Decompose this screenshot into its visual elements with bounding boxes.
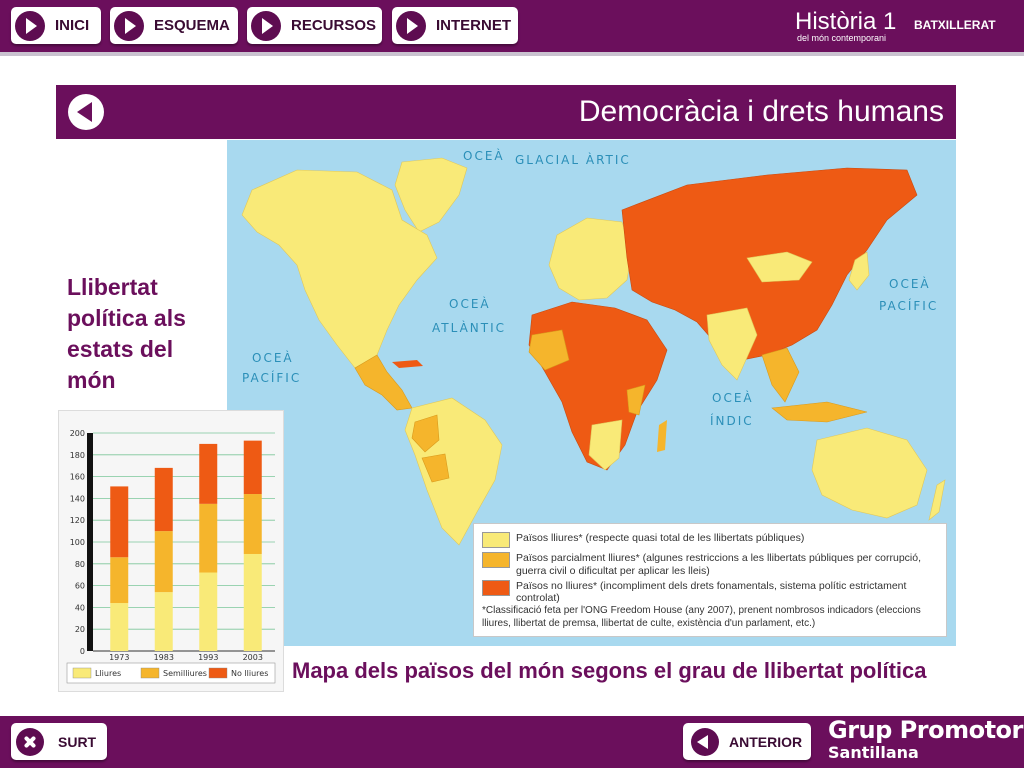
nav-button-esquema[interactable]: ESQUEMA: [110, 7, 238, 44]
previous-button-label: ANTERIOR: [729, 733, 803, 750]
y-tick-label: 80: [75, 560, 85, 569]
bar-segment-semilliures: [154, 531, 173, 593]
ocean-label-pacific-east-1: OCEÀ: [889, 276, 931, 291]
ocean-label-atlantic-2: ATLÀNTIC: [432, 320, 506, 335]
ocean-label-arctic-2: GLACIAL ÀRTIC: [515, 152, 631, 167]
y-tick-label: 200: [70, 429, 85, 438]
legend-swatch: [72, 667, 92, 679]
bar-segment-semilliures: [110, 557, 129, 604]
legend-row-not-free: Països no lliures* (incompliment dels dr…: [482, 580, 942, 604]
play-icon: [251, 10, 281, 41]
world-freedom-map: OCEÀ GLACIAL ÀRTIC OCEÀ ATLÀNTIC OCEÀ PA…: [227, 140, 956, 646]
legend-label: Països lliures*: [516, 532, 583, 544]
nav-button-label: INICI: [55, 17, 90, 34]
nav-button-label: RECURSOS: [291, 17, 377, 34]
exit-button-label: SURT: [58, 733, 97, 750]
y-tick-label: 20: [75, 625, 85, 634]
legend-desc: (incompliment dels drets fonamentals, si…: [516, 580, 907, 604]
x-tick-label: 1993: [198, 653, 218, 662]
x-tick-label: 1983: [154, 653, 174, 662]
page-title: Democràcia i drets humans: [578, 95, 944, 128]
legend-desc: (algunes restriccions a les llibertats p…: [516, 552, 922, 577]
brand-title: Història 1: [795, 8, 897, 35]
y-tick-label: 40: [75, 603, 85, 612]
x-tick-label: 2003: [243, 653, 263, 662]
bar-segment-semilliures: [199, 503, 218, 573]
legend-swatch-free: [482, 532, 510, 548]
nav-button-recursos[interactable]: RECURSOS: [247, 7, 382, 44]
y-tick-label: 120: [70, 516, 85, 525]
legend-desc: (respecte quasi total de les llibertats …: [585, 532, 805, 544]
nav-button-label: INTERNET: [436, 17, 511, 34]
nav-button-label: ESQUEMA: [154, 17, 230, 34]
bottom-bar: [0, 716, 1024, 768]
previous-button[interactable]: ANTERIOR: [683, 723, 811, 760]
legend-swatch: [208, 667, 228, 679]
y-tick-label: 100: [70, 538, 85, 547]
play-icon: [396, 10, 426, 41]
ocean-label-indian-1: OCEÀ: [712, 390, 754, 405]
publisher-logo: Grup Promotor: [828, 716, 1023, 744]
y-tick-label: 140: [70, 494, 85, 503]
legend-label: Semilliures: [163, 669, 207, 678]
legend-row-free: Països lliures* (respecte quasi total de…: [482, 532, 804, 548]
x-tick-label: 1973: [109, 653, 129, 662]
bar-segment-no-lliures: [243, 440, 262, 495]
ocean-label-atlantic-1: OCEÀ: [449, 296, 491, 311]
y-tick-label: 160: [70, 473, 85, 482]
play-icon: [15, 10, 45, 41]
brand-level: BATXILLERAT: [914, 18, 996, 32]
back-arrow-icon[interactable]: [68, 94, 104, 130]
ocean-label-indian-2: ÍNDIC: [710, 413, 754, 428]
legend-swatch: [140, 667, 160, 679]
arrow-left-icon: [691, 727, 719, 756]
bar-segment-lliures: [154, 592, 173, 651]
bar-segment-no-lliures: [110, 486, 129, 558]
freedom-bar-chart: 0 20 40 60 80 100 120 140 160 180 200 1973 1983 1993 2…: [58, 410, 284, 692]
legend-label: Lliures: [95, 669, 121, 678]
legend-label: Països parcialment lliures*: [516, 552, 640, 564]
publisher-logo-sub: Santillana: [828, 743, 919, 762]
bar-segment-lliures: [110, 603, 129, 651]
bar-segment-no-lliures: [154, 467, 173, 532]
y-tick-label: 0: [80, 647, 85, 656]
side-title: Llibertat política als estats del món: [67, 274, 186, 393]
play-icon: [114, 10, 144, 41]
top-bar-divider: [0, 52, 1024, 56]
ocean-label-arctic-1: OCEÀ: [463, 148, 505, 163]
legend-label: Països no lliures*: [516, 580, 598, 592]
ocean-label-pacific-west-2: PACÍFIC: [242, 370, 301, 385]
chart-graphic: 0 20 40 60 80 100 120 140 160 180 200 1973 1983 1993 2…: [66, 429, 276, 684]
y-tick-label: 180: [70, 451, 85, 460]
ocean-label-pacific-east-2: PACÍFIC: [879, 298, 938, 313]
nav-button-internet[interactable]: INTERNET: [392, 7, 518, 44]
legend-label: No lliures: [231, 669, 268, 678]
legend-note: *Classificació feta per l'ONG Freedom Ho…: [482, 605, 921, 629]
bar-segment-no-lliures: [199, 443, 218, 504]
section-header: Democràcia i drets humans: [56, 85, 956, 139]
close-icon: [16, 727, 44, 756]
legend-swatch-not-free: [482, 580, 510, 596]
map-legend: Països lliures* (respecte quasi total de…: [473, 523, 947, 637]
bar-segment-lliures: [243, 553, 262, 651]
y-tick-label: 60: [75, 582, 85, 591]
bar-segment-semilliures: [243, 494, 262, 554]
y-axis-bar: [87, 433, 93, 651]
bar-segment-lliures: [199, 572, 218, 651]
brand-subtitle: del món contemporani: [797, 33, 887, 43]
exit-button[interactable]: SURT: [11, 723, 107, 760]
nav-button-inici[interactable]: INICI: [11, 7, 101, 44]
map-caption: Mapa dels països del món segons el grau …: [292, 658, 927, 683]
ocean-label-pacific-west-1: OCEÀ: [252, 350, 294, 365]
legend-row-partly-free: Països parcialment lliures* (algunes res…: [482, 552, 942, 578]
legend-swatch-partly-free: [482, 552, 510, 568]
map-graphic: OCEÀ GLACIAL ÀRTIC OCEÀ ATLÀNTIC OCEÀ PA…: [227, 140, 956, 646]
